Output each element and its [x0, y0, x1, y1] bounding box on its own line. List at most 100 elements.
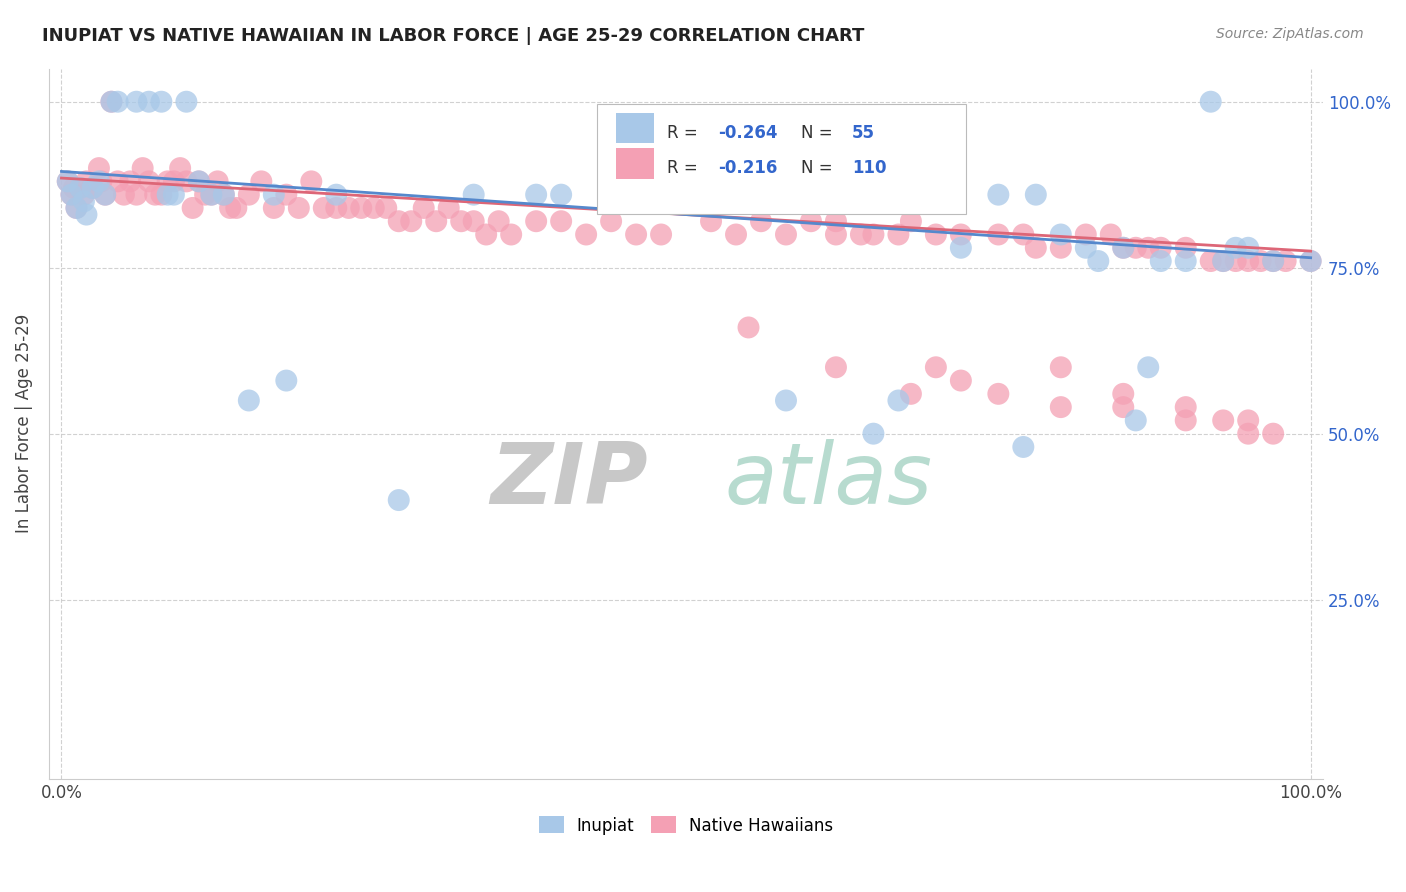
Point — [143, 187, 166, 202]
Point — [238, 393, 260, 408]
Point — [169, 161, 191, 175]
Point — [450, 214, 472, 228]
Point — [82, 181, 104, 195]
Point — [82, 181, 104, 195]
Text: 55: 55 — [852, 124, 875, 142]
Point — [1250, 254, 1272, 268]
Point — [425, 214, 447, 228]
Point — [69, 181, 91, 195]
Point — [1150, 241, 1173, 255]
Point — [1174, 413, 1197, 427]
Point — [1012, 440, 1035, 454]
Point — [749, 214, 772, 228]
Point — [212, 187, 235, 202]
Point — [724, 227, 747, 242]
Point — [1074, 227, 1097, 242]
Point — [56, 174, 79, 188]
Point — [475, 227, 498, 242]
Point — [1025, 241, 1047, 255]
Point — [163, 174, 186, 188]
Point — [1025, 187, 1047, 202]
Point — [600, 214, 623, 228]
Point — [138, 174, 160, 188]
Point — [120, 174, 142, 188]
Text: R =: R = — [666, 124, 703, 142]
Point — [375, 201, 398, 215]
Point — [60, 187, 83, 202]
Point — [987, 387, 1010, 401]
Point — [250, 174, 273, 188]
Point — [1299, 254, 1322, 268]
Point — [363, 201, 385, 215]
Point — [987, 227, 1010, 242]
Point — [125, 95, 148, 109]
Point — [925, 187, 948, 202]
Point — [225, 201, 247, 215]
Point — [90, 174, 112, 188]
Point — [100, 95, 122, 109]
Text: ZIP: ZIP — [491, 439, 648, 522]
Point — [825, 360, 848, 375]
Point — [1299, 254, 1322, 268]
Point — [1237, 413, 1260, 427]
Point — [73, 194, 96, 209]
Point — [56, 174, 79, 188]
Point — [488, 214, 510, 228]
Point — [1074, 241, 1097, 255]
Point — [112, 187, 135, 202]
Point — [125, 187, 148, 202]
Point — [524, 187, 547, 202]
Point — [75, 208, 97, 222]
Point — [675, 187, 697, 202]
Point — [624, 227, 647, 242]
Point — [1012, 227, 1035, 242]
Point — [325, 201, 347, 215]
Point — [263, 201, 285, 215]
Point — [650, 227, 672, 242]
Point — [138, 95, 160, 109]
Point — [288, 201, 311, 215]
Point — [650, 187, 672, 202]
Point — [849, 227, 872, 242]
Point — [775, 227, 797, 242]
Point — [65, 201, 87, 215]
Point — [207, 174, 229, 188]
Point — [1112, 387, 1135, 401]
Point — [949, 374, 972, 388]
Point — [775, 393, 797, 408]
Point — [200, 187, 222, 202]
Point — [1274, 254, 1296, 268]
Point — [463, 214, 485, 228]
Point — [200, 187, 222, 202]
Point — [501, 227, 523, 242]
Point — [949, 227, 972, 242]
Point — [1137, 241, 1160, 255]
Point — [550, 214, 572, 228]
Point — [1112, 241, 1135, 255]
Point — [825, 227, 848, 242]
Point — [463, 187, 485, 202]
FancyBboxPatch shape — [616, 148, 654, 178]
Point — [900, 387, 922, 401]
Point — [737, 187, 759, 202]
Point — [675, 187, 697, 202]
Point — [131, 161, 153, 175]
Text: R =: R = — [666, 160, 703, 178]
Text: Source: ZipAtlas.com: Source: ZipAtlas.com — [1216, 27, 1364, 41]
Point — [1112, 241, 1135, 255]
Point — [825, 187, 848, 202]
Point — [1263, 254, 1285, 268]
Point — [887, 227, 910, 242]
Point — [87, 161, 110, 175]
Legend: Inupiat, Native Hawaiians: Inupiat, Native Hawaiians — [538, 816, 834, 835]
Point — [1049, 227, 1071, 242]
Point — [350, 201, 373, 215]
Point — [219, 201, 242, 215]
Point — [1199, 95, 1222, 109]
Point — [194, 187, 217, 202]
Point — [69, 181, 91, 195]
Point — [107, 95, 129, 109]
Text: -0.264: -0.264 — [718, 124, 778, 142]
Point — [388, 214, 411, 228]
Point — [524, 214, 547, 228]
